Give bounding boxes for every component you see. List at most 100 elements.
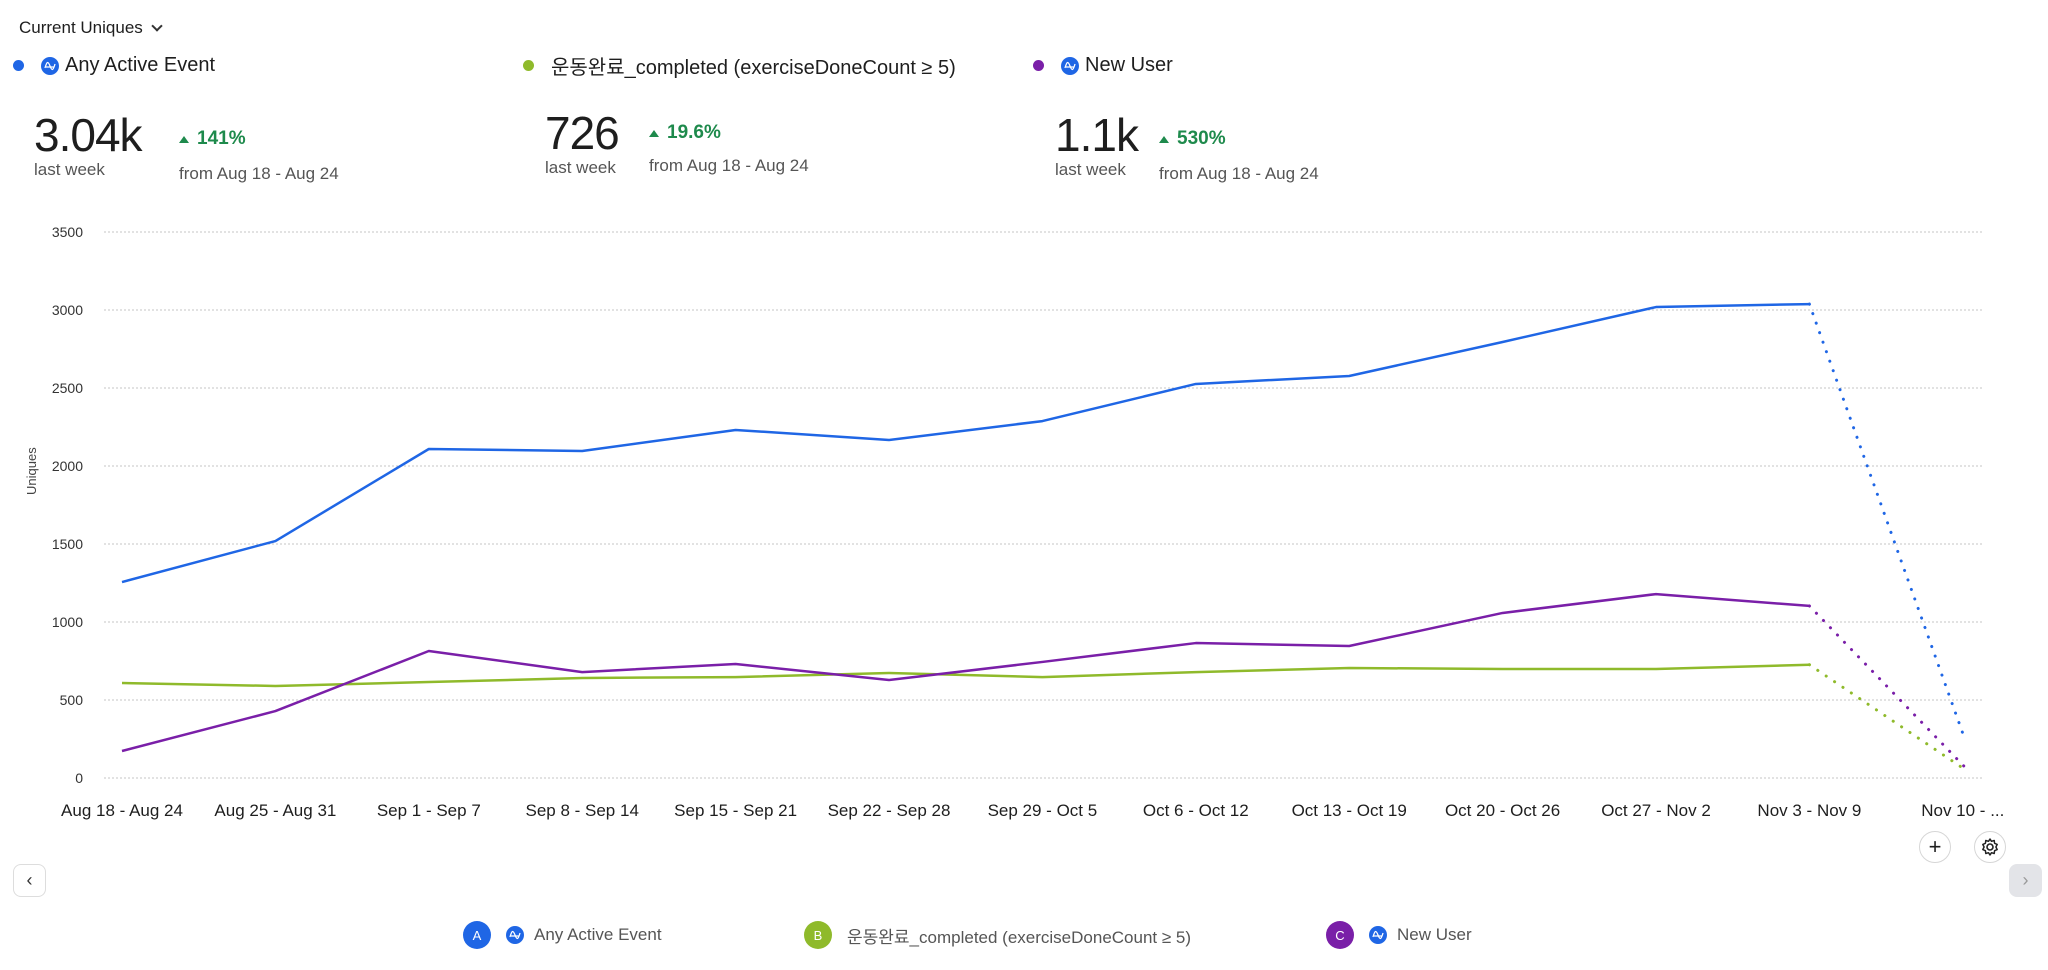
legend-badge: B <box>804 921 832 949</box>
change-c: 530% <box>1159 128 1226 150</box>
data-point <box>1497 663 1509 675</box>
legend-item-a[interactable]: A Any Active Event <box>463 921 662 949</box>
x-tick-label: Sep 8 - Sep 14 <box>525 801 638 820</box>
y-tick-label: 1500 <box>52 536 83 552</box>
series-name: New User <box>1085 54 1173 76</box>
data-point <box>269 535 281 547</box>
metric-dropdown-label: Current Uniques <box>19 18 143 37</box>
data-point <box>1803 659 1815 671</box>
legend-item-b[interactable]: B 운동완료_completed (exerciseDoneCount ≥ 5) <box>804 921 1191 949</box>
x-tick-label: Sep 1 - Sep 7 <box>377 801 481 820</box>
data-point <box>883 434 895 446</box>
triangle-up-icon <box>179 135 189 143</box>
data-point <box>1190 637 1202 649</box>
change-value: 141% <box>197 128 246 149</box>
summary-a: 3.04k last week <box>34 109 143 180</box>
legend-label: New User <box>1397 925 1472 944</box>
series-line <box>121 592 1810 753</box>
settings-button[interactable] <box>1974 831 2006 863</box>
data-point <box>1497 607 1509 619</box>
data-point <box>1190 666 1202 678</box>
line-chart[interactable]: 0 500 1000 1500 2000 2500 3000 3500 Aug 18 - Aug… <box>0 200 2048 840</box>
series-color-dot <box>1033 60 1044 71</box>
data-point <box>116 576 128 588</box>
metric-dropdown[interactable]: Current Uniques <box>19 18 163 38</box>
data-point <box>116 677 128 689</box>
chevron-right-icon: › <box>2022 870 2029 890</box>
data-point <box>1650 663 1662 675</box>
series-color-dot <box>13 60 24 71</box>
series-header-c[interactable]: New User <box>1033 54 1173 77</box>
summary-value: 726 <box>545 107 620 159</box>
chevron-left-icon: ‹ <box>26 870 33 890</box>
series-incomplete-segment <box>1807 302 1967 741</box>
data-point <box>1343 640 1355 652</box>
x-tick-label: Sep 29 - Oct 5 <box>988 801 1098 820</box>
data-point <box>1036 415 1048 427</box>
amplitude-event-icon <box>506 926 524 944</box>
data-point <box>730 658 742 670</box>
series-incomplete-segment <box>1807 604 1967 769</box>
summary-value: 1.1k <box>1055 109 1139 161</box>
data-point <box>1343 662 1355 674</box>
x-tick-label: Sep 15 - Sep 21 <box>674 801 797 820</box>
y-tick-label: 500 <box>60 692 84 708</box>
y-tick-label: 2500 <box>52 380 83 396</box>
x-tick-label: Sep 22 - Sep 28 <box>828 801 951 820</box>
y-tick-label: 1000 <box>52 614 83 630</box>
x-tick-label: Nov 3 - Nov 9 <box>1757 801 1861 820</box>
data-point <box>576 666 588 678</box>
change-from-a: from Aug 18 - Aug 24 <box>179 164 339 183</box>
series-header-a[interactable]: Any Active Event <box>13 54 215 77</box>
data-point <box>883 674 895 686</box>
x-tick-label: Aug 18 - Aug 24 <box>61 801 183 820</box>
data-point <box>1343 370 1355 382</box>
series-header-b[interactable]: 운동완료_completed (exerciseDoneCount ≥ 5) <box>523 51 956 80</box>
y-tick-label: 0 <box>75 770 83 786</box>
data-point <box>116 745 128 757</box>
series-name: 운동완료_completed (exerciseDoneCount ≥ 5) <box>551 57 956 79</box>
legend-label: 운동완료_completed (exerciseDoneCount ≥ 5) <box>847 927 1192 947</box>
data-point <box>269 705 281 717</box>
plus-icon: + <box>1928 834 1942 859</box>
x-tick-label: Oct 6 - Oct 12 <box>1143 801 1249 820</box>
x-tick-label: Oct 27 - Nov 2 <box>1601 801 1711 820</box>
legend-badge: A <box>463 921 491 949</box>
summary-period: last week <box>1055 160 1126 179</box>
summary-period: last week <box>545 158 616 177</box>
change-b: 19.6% <box>649 122 721 144</box>
data-point <box>576 445 588 457</box>
series-line <box>121 302 1810 584</box>
data-point <box>423 443 435 455</box>
x-tick-label: Nov 10 - ... <box>1921 801 2004 820</box>
x-tick-label: Oct 13 - Oct 19 <box>1292 801 1407 820</box>
scroll-left-button[interactable]: ‹ <box>13 864 46 897</box>
x-tick-label: Oct 20 - Oct 26 <box>1445 801 1560 820</box>
chevron-down-icon <box>151 20 163 32</box>
change-from-c: from Aug 18 - Aug 24 <box>1159 164 1319 183</box>
summary-b: 726 last week <box>545 107 620 178</box>
data-point <box>1036 671 1048 683</box>
data-point <box>1190 378 1202 390</box>
legend-badge: C <box>1326 921 1354 949</box>
data-point <box>730 671 742 683</box>
data-point <box>730 424 742 436</box>
triangle-up-icon <box>1159 135 1169 143</box>
series-name: Any Active Event <box>65 54 216 76</box>
data-point <box>269 680 281 692</box>
summary-c: 1.1k last week <box>1055 109 1139 180</box>
legend-item-c[interactable]: C New User <box>1326 921 1472 949</box>
add-button[interactable]: + <box>1919 831 1951 863</box>
change-value: 19.6% <box>667 122 721 143</box>
y-tick-label: 3000 <box>52 302 83 318</box>
data-point <box>1650 301 1662 313</box>
summary-value: 3.04k <box>34 109 143 161</box>
scroll-right-button[interactable]: › <box>2009 864 2042 897</box>
data-point <box>1957 733 1969 745</box>
y-tick-label: 3500 <box>52 224 83 240</box>
series-color-dot <box>523 60 534 71</box>
gear-icon <box>1982 838 1998 856</box>
change-a: 141% <box>179 128 246 150</box>
data-point <box>423 676 435 688</box>
data-point <box>423 645 435 657</box>
